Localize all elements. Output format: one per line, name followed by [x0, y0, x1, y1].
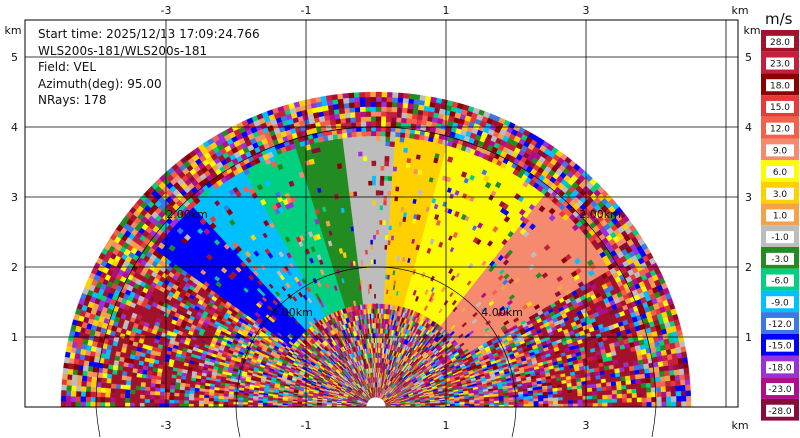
y-unit-right: km	[743, 24, 760, 37]
y-tick-label-left: 3	[11, 191, 18, 204]
colorbar-label-bg	[766, 252, 794, 265]
colorbar-label-bg	[766, 57, 794, 70]
colorbar-label-bg	[766, 122, 794, 135]
colorbar-label: -6.0	[771, 277, 789, 287]
y-tick-label-right: 3	[745, 191, 752, 204]
y-tick-label-left: 2	[11, 261, 18, 274]
range-ring-label: 2.00km	[166, 208, 208, 221]
colorbar-label-bg	[766, 339, 794, 352]
colorbar-label-bg	[766, 144, 794, 157]
colorbar-label-bg	[766, 361, 794, 374]
info-start-time: Start time: 2025/12/13 17:09:24.766	[38, 27, 260, 41]
range-ring	[235, 266, 517, 408]
info-field: Field: VEL	[38, 60, 97, 74]
range-ring-lower	[651, 406, 657, 438]
colorbar-label: 3.0	[773, 190, 788, 200]
colorbar-label: 1.0	[773, 211, 788, 221]
y-unit-left: km	[4, 24, 21, 37]
colorbar-label-bg	[766, 100, 794, 113]
colorbar-label-bg	[766, 317, 794, 330]
x-tick-label-bottom: -1	[301, 419, 312, 432]
radar-origin	[369, 400, 383, 407]
colorbar-label-bg	[766, 166, 794, 179]
colorbar-label-bg	[766, 187, 794, 200]
x-tick-label-top: 3	[583, 4, 590, 17]
colorbar-label: -12.0	[768, 320, 792, 330]
range-ring-lower	[511, 406, 517, 438]
info-instrument: WLS200s-181/WLS200s-181	[38, 43, 208, 58]
y-tick-label-right: 5	[745, 51, 752, 64]
range-rings: 2.00km 4.00km 2.00km 4.00km	[95, 126, 657, 438]
colorbar-label: -28.0	[768, 407, 792, 417]
colorbar-label-bg	[766, 231, 794, 244]
info-nrays: NRays: 178	[38, 93, 107, 107]
colorbar-label: 23.0	[770, 60, 790, 70]
colorbar-label-bg	[766, 274, 794, 287]
x-tick-label-bottom: 3	[583, 419, 590, 432]
range-ring-label: 4.00km	[271, 306, 313, 319]
y-tick-label-right: 1	[745, 331, 752, 344]
x-tick-label-top: 1	[443, 4, 450, 17]
colorbar-label-bg	[766, 35, 794, 48]
colorbar-label: 6.0	[773, 168, 788, 178]
colorbar-label: 9.0	[773, 146, 788, 156]
x-unit-bottom: km	[731, 419, 748, 432]
colorbar-label: -15.0	[768, 342, 792, 352]
info-azimuth: Azimuth(deg): 95.00	[38, 76, 162, 91]
colorbar-label: -1.0	[771, 233, 789, 243]
colorbar-label: -18.0	[768, 363, 792, 373]
y-tick-label-right: 2	[745, 261, 752, 274]
colorbar: 28.0 23.0 18.0 15.0 12.0 9.0 6.0 3.0 1.0 -1.0 -3.0…	[761, 30, 799, 421]
range-ring-label: 2.00km	[579, 208, 621, 221]
axis-ticks: -3 -3 -1 -1 1 1 3 3 1 1 2 2 3 3 4 4 5 5 km km km km	[4, 4, 760, 432]
colorbar-label: -9.0	[771, 298, 789, 308]
y-tick-label-left: 1	[11, 331, 18, 344]
range-ring	[95, 126, 657, 408]
axes-frame	[24, 19, 739, 408]
range-ring-lower	[95, 406, 101, 438]
grid-lines	[25, 20, 738, 407]
x-tick-label-top: -3	[161, 4, 172, 17]
colorbar-label: 15.0	[770, 103, 790, 113]
range-ring-lower	[235, 406, 241, 438]
plot-frame	[24, 19, 739, 408]
velocity-cells	[60, 94, 690, 407]
colorbar-label-bg	[766, 79, 794, 92]
x-tick-label-top: -1	[301, 4, 312, 17]
colorbar-label: -23.0	[768, 385, 792, 395]
x-unit-top: km	[731, 4, 748, 17]
x-tick-label-bottom: -3	[161, 419, 172, 432]
velocity-field	[60, 91, 692, 407]
info-box: Start time: 2025/12/13 17:09:24.766 WLS2…	[38, 26, 260, 109]
colorbar-label: 28.0	[770, 38, 790, 48]
colorbar-label-bg	[766, 209, 794, 222]
colorbar-title: m/s	[765, 10, 793, 28]
y-tick-label-left: 5	[11, 51, 18, 64]
colorbar-label: -3.0	[771, 255, 789, 265]
range-ring-label: 4.00km	[481, 306, 523, 319]
colorbar-label-bg	[766, 383, 794, 396]
y-tick-label-right: 4	[745, 121, 752, 134]
x-tick-label-bottom: 1	[443, 419, 450, 432]
colorbar-label: 12.0	[770, 125, 790, 135]
colorbar-label-bg	[766, 404, 794, 417]
colorbar-label-bg	[766, 296, 794, 309]
y-tick-label-left: 4	[11, 121, 18, 134]
colorbar-label: 18.0	[770, 81, 790, 91]
